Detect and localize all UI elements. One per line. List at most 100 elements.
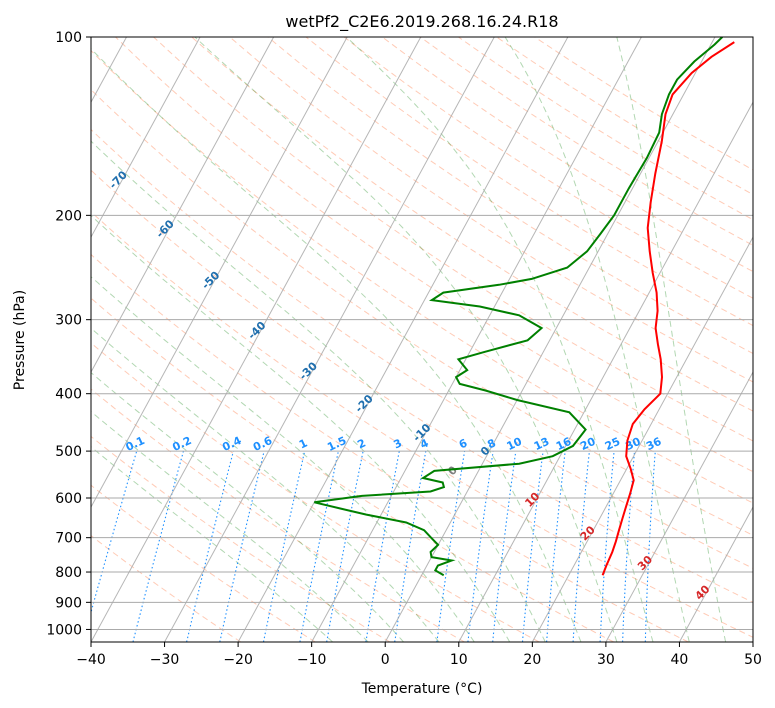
mixing-ratio-label: 2: [355, 436, 367, 451]
isotherm-line: [91, 37, 201, 239]
y-tick-label: 300: [55, 313, 82, 329]
moist-adiabat-line: [91, 327, 440, 642]
dry-adiabat-line: [91, 128, 753, 569]
chart-title: wetPf2_C2E6.2019.268.16.24.R18: [285, 12, 558, 32]
mixing-ratio-label: 1: [297, 436, 309, 451]
background-lines: [91, 37, 753, 642]
dry-adiabat-line: [191, 37, 753, 412]
moist-adiabat-line: [91, 214, 511, 642]
mixing-ratio-line: [262, 450, 306, 642]
dry-adiabat-line: [91, 484, 316, 642]
isotherm-label: -80: [56, 127, 79, 150]
mixing-ratio-line: [492, 451, 517, 642]
dry-adiabat-line: [91, 435, 391, 642]
y-tick-label: 600: [55, 491, 82, 507]
isotherm-line: [458, 101, 753, 642]
dry-adiabat-line: [91, 342, 540, 642]
isotherm-line: [384, 37, 716, 642]
mixing-ratio-label: 13: [532, 435, 551, 453]
plot-frame: [90, 36, 754, 643]
dry-adiabat-line: [267, 37, 753, 355]
mixing-ratio-line: [91, 450, 138, 615]
y-tick-label: 400: [55, 387, 82, 403]
mixing-ratio-line: [546, 451, 566, 642]
y-axis: 100 200 300 400 500 600 700 800 900 1000: [46, 30, 91, 638]
dry-adiabat-line: [91, 297, 614, 642]
isotherm-line: [164, 37, 495, 642]
x-axis-label: Temperature (°C): [361, 681, 483, 697]
x-tick-label: 0: [381, 652, 390, 668]
mixing-ratio-label: 4: [418, 436, 431, 451]
dewpoint-line: [314, 37, 723, 577]
mixing-ratio-label: 36: [644, 435, 664, 453]
mixing-ratio-line: [394, 451, 427, 642]
x-tick-label: 10: [450, 652, 468, 668]
x-tick-label: 20: [523, 652, 541, 668]
y-tick-label: 900: [55, 595, 82, 611]
mixing-ratio-line: [521, 451, 544, 642]
dry-adiabat-line: [381, 37, 753, 273]
dry-adiabat-line: [91, 253, 689, 642]
x-tick-label: −30: [150, 652, 180, 668]
isotherm-line: [91, 37, 348, 509]
x-tick-label: 50: [744, 652, 762, 668]
isotherm-line: [679, 506, 753, 642]
isotherm-line: [605, 371, 753, 642]
moist-adiabat-line: [91, 48, 582, 642]
mixing-ratio-label: 10: [505, 435, 525, 453]
isotherm-line: [531, 236, 753, 642]
y-tick-label: 800: [55, 565, 82, 581]
moist-adiabat-line: [616, 37, 727, 642]
dry-adiabat-line: [496, 37, 753, 196]
y-tick-label: 1000: [46, 622, 82, 638]
mixing-ratio-line: [467, 451, 494, 642]
x-tick-label: 30: [597, 652, 615, 668]
x-axis: −40 −30 −20 −10 0 10 20 30 40 50: [76, 642, 762, 668]
dry-adiabat-line: [91, 49, 753, 504]
isotherm-line: [311, 37, 642, 642]
isotherm-line: [752, 640, 753, 642]
mixing-ratio-label: 6: [457, 436, 470, 451]
x-tick-label: −10: [297, 652, 327, 668]
mixing-ratio-line: [365, 450, 400, 642]
moist-adiabat-line: [504, 37, 690, 642]
moist-adiabat-line: [91, 410, 369, 642]
dry-adiabat-line: [153, 37, 753, 442]
mixing-ratio-line: [436, 451, 466, 642]
dry-adiabat-line: [91, 169, 753, 603]
y-tick-label: 100: [55, 30, 82, 46]
dry-adiabat-line: [458, 37, 753, 221]
isotherm-line: [237, 37, 569, 642]
mixing-ratio-line: [644, 451, 656, 642]
dry-adiabat-line: [115, 37, 753, 473]
dry-adiabat-line: [91, 89, 753, 536]
moist-adiabat-line: [91, 276, 475, 642]
y-tick-label: 700: [55, 531, 82, 547]
moist-adiabat-line: [346, 37, 654, 642]
dry-adiabat-line: [91, 388, 465, 642]
dry-adiabat-line: [91, 535, 242, 642]
mixing-ratio-label: 20: [578, 435, 598, 453]
isotherm-label: -90: [4, 86, 27, 109]
temperature-line: [601, 41, 735, 576]
x-tick-label: 40: [671, 652, 689, 668]
temperature-label: 10: [522, 490, 542, 510]
profile-lines: [314, 37, 735, 577]
dry-adiabat-line: [420, 37, 753, 246]
isotherm-line: [91, 37, 275, 374]
annotation-labels: -100-90-80-70-60-50-40-30-20-10000.10.20…: [4, 86, 713, 602]
mixing-ratio-line: [219, 450, 265, 642]
mixing-ratio-line: [572, 451, 590, 642]
y-axis-label: Pressure (hPa): [12, 290, 28, 390]
dry-adiabat-line: [343, 37, 753, 299]
y-tick-label: 200: [55, 208, 82, 224]
x-tick-label: −20: [223, 652, 253, 668]
dry-adiabat-line: [305, 37, 753, 327]
x-tick-label: −40: [76, 652, 106, 668]
moist-adiabat-line: [91, 446, 334, 642]
mixing-ratio-line: [186, 450, 234, 642]
dry-adiabat-line: [229, 37, 753, 383]
moist-adiabat-line: [91, 140, 546, 642]
mixing-ratio-label: 3: [392, 436, 404, 451]
